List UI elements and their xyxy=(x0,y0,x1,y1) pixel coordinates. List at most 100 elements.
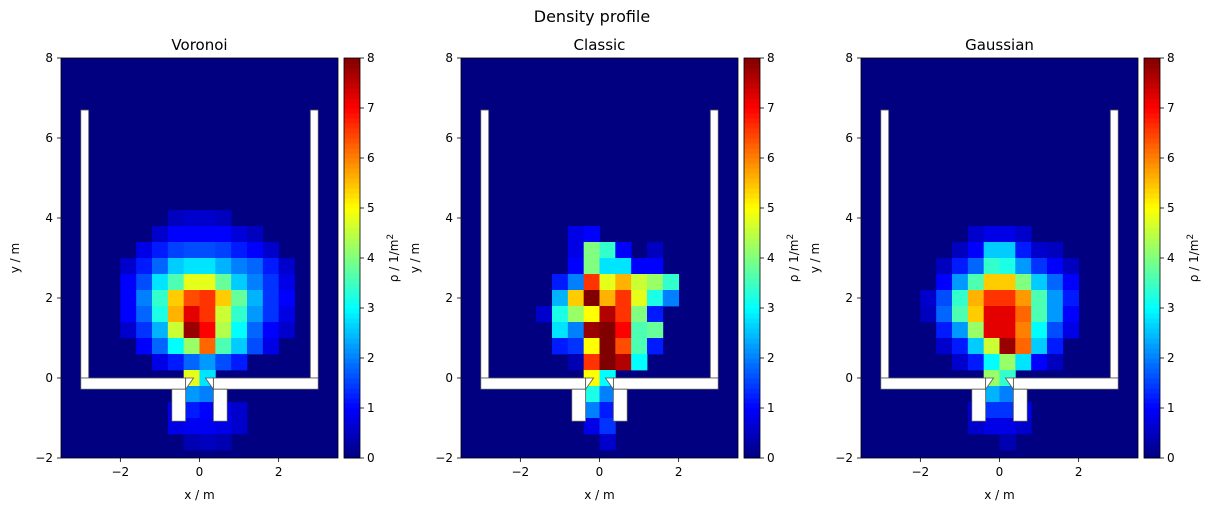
colorbar-segment xyxy=(744,108,760,114)
colorbar-segment xyxy=(344,353,360,359)
heatmap-cell xyxy=(567,258,585,275)
colorbar-segment xyxy=(1144,413,1160,419)
colorbar-segment xyxy=(1144,128,1160,134)
colorbar-segment xyxy=(344,418,360,424)
heatmap-cell xyxy=(983,306,1000,323)
heatmap-cell xyxy=(646,274,664,291)
heatmap-cell xyxy=(199,386,216,403)
x-tick-label: −2 xyxy=(112,465,130,479)
heatmap-cell xyxy=(599,354,616,371)
colorbar-segment xyxy=(1144,103,1160,109)
heatmap-cell xyxy=(215,306,232,323)
y-tick-label: 6 xyxy=(845,131,853,145)
colorbar-segment xyxy=(744,118,760,124)
heatmap-cell xyxy=(167,354,185,371)
colorbar-segment xyxy=(344,388,360,394)
colorbar-segment xyxy=(1144,453,1160,459)
colorbar-tick-label: 7 xyxy=(767,101,775,115)
heatmap-cell xyxy=(183,242,200,259)
wall-segment xyxy=(612,377,719,390)
y-axis-label: y / m xyxy=(8,243,22,273)
heatmap-cell xyxy=(120,322,137,339)
heatmap-cell xyxy=(120,258,137,275)
colorbar-segment xyxy=(1144,153,1160,159)
colorbar-segment xyxy=(744,343,760,349)
colorbar-segment xyxy=(344,133,360,139)
heatmap-cell xyxy=(567,306,585,323)
heatmap-cell xyxy=(583,354,600,371)
heatmap-cell xyxy=(231,306,248,323)
heatmap-cell xyxy=(552,306,569,323)
colorbar-segment xyxy=(344,448,360,454)
heatmap-cell xyxy=(1046,338,1064,355)
heatmap-cell xyxy=(231,402,248,419)
colorbar-segment xyxy=(344,253,360,259)
colorbar-tick-label: 4 xyxy=(367,251,375,265)
colorbar-segment xyxy=(344,288,360,294)
heatmap-cell xyxy=(583,274,600,291)
heatmap-cell xyxy=(167,322,185,339)
heatmap-cell xyxy=(278,274,295,291)
heatmap-cell xyxy=(152,226,169,243)
colorbar-tick-label: 3 xyxy=(1167,301,1175,315)
colorbar-segment xyxy=(1144,208,1160,214)
y-tick-label: 6 xyxy=(45,131,53,145)
heatmap-cell xyxy=(183,226,200,243)
panel-voronoi: −2 0 2 −2 0 2 4 6 8 Voronoi x / m y / m 0 1 2 3 4 5 6 7 8 ρ /… xyxy=(8,36,401,502)
heatmap-cell xyxy=(199,258,216,275)
colorbar-segment xyxy=(1144,423,1160,429)
heatmap-cell xyxy=(167,274,185,291)
heatmap-cell xyxy=(599,290,616,307)
heatmap-cell xyxy=(583,226,600,243)
colorbar-segment xyxy=(344,453,360,459)
heatmap-cell xyxy=(967,306,985,323)
colorbar-segment xyxy=(344,228,360,234)
heatmap-cell xyxy=(999,418,1016,435)
colorbar-segment xyxy=(744,308,760,314)
heatmap-cell xyxy=(199,418,216,435)
colorbar-segment xyxy=(744,228,760,234)
colorbar-segment xyxy=(1144,253,1160,259)
colorbar-segment xyxy=(744,188,760,194)
colorbar-segment xyxy=(1144,78,1160,84)
heatmap-cell xyxy=(152,306,169,323)
y-tick-label: −2 xyxy=(35,451,53,465)
colorbar-tick-label: 3 xyxy=(367,301,375,315)
colorbar-segment xyxy=(744,193,760,199)
colorbar-segment xyxy=(344,63,360,69)
colorbar-tick-label: 0 xyxy=(367,451,375,465)
colorbar-segment xyxy=(344,333,360,339)
heatmap-cell xyxy=(967,418,985,435)
heatmap-cell xyxy=(662,274,680,291)
colorbar-segment xyxy=(744,58,760,64)
y-axis-label: y / m xyxy=(808,243,822,273)
colorbar-segment xyxy=(1144,143,1160,149)
colorbar-segment xyxy=(1144,308,1160,314)
colorbar-segment xyxy=(744,288,760,294)
wall-funnel-left xyxy=(585,377,595,391)
colorbar-segment xyxy=(344,373,360,379)
colorbar-segment xyxy=(344,183,360,189)
heatmap-cell xyxy=(1046,354,1064,371)
y-tick-label: −2 xyxy=(435,451,453,465)
colorbar-segment xyxy=(744,398,760,404)
wall-segment xyxy=(971,388,987,422)
heatmap-cell xyxy=(999,274,1016,291)
colorbar-segment xyxy=(1144,68,1160,74)
colorbar-segment xyxy=(1144,288,1160,294)
heatmap-cell xyxy=(983,418,1000,435)
x-tick-label: 0 xyxy=(996,465,1004,479)
heatmap-cell xyxy=(183,354,200,371)
colorbar-segment xyxy=(344,313,360,319)
colorbar-tick-label: 6 xyxy=(767,151,775,165)
colorbar-segment xyxy=(744,158,760,164)
colorbar-segment xyxy=(744,298,760,304)
colorbar-segment xyxy=(1144,168,1160,174)
heatmap-cell xyxy=(215,210,232,227)
colorbar-segment xyxy=(344,73,360,79)
colorbar-segment xyxy=(744,178,760,184)
colorbar-segment xyxy=(744,443,760,449)
colorbar-segment xyxy=(744,373,760,379)
heatmap-cell xyxy=(583,402,600,419)
heatmap-cell xyxy=(199,322,216,339)
